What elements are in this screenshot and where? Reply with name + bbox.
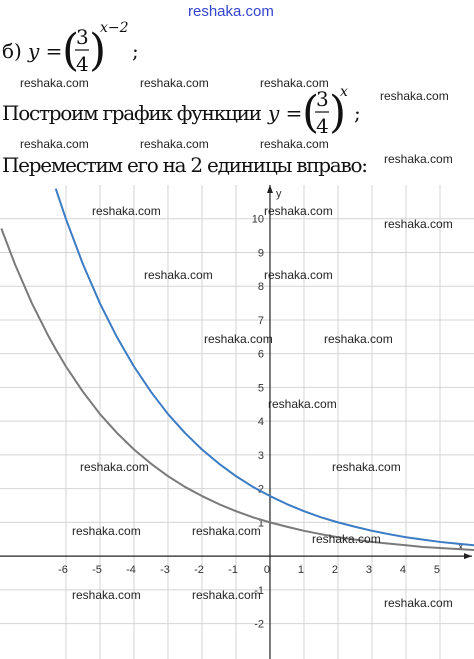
y-tick-label: 8 xyxy=(258,281,264,293)
paren: ) xyxy=(329,87,346,138)
paren: ( xyxy=(302,87,319,138)
y-axis-label: y xyxy=(276,188,282,200)
y-tick-label: 5 xyxy=(258,382,264,394)
numerator: 3 xyxy=(76,25,89,49)
item-label: б) xyxy=(2,39,22,63)
y-tick-label: 7 xyxy=(258,315,264,327)
curve xyxy=(0,228,474,552)
lhs: y = xyxy=(267,101,302,125)
x-tick-label: 1 xyxy=(298,564,304,576)
x-tick-label: 2 xyxy=(332,564,338,576)
watermark: reshaka.com xyxy=(312,532,381,546)
watermark: reshaka.com xyxy=(140,76,209,90)
x-tick-label: -4 xyxy=(126,564,136,576)
y-tick-label: 4 xyxy=(258,416,264,428)
watermark: reshaka.com xyxy=(92,204,161,218)
watermark: reshaka.com xyxy=(72,524,141,538)
watermark: reshaka.com xyxy=(20,137,89,151)
y-tick-label: -2 xyxy=(254,619,264,631)
y-tick-label: 9 xyxy=(258,247,264,259)
y-tick-label: 2 xyxy=(258,484,264,496)
watermarks: reshaka.com reshaka.com reshaka.com reshaka… xyxy=(20,76,453,610)
y-tick-label: -1 xyxy=(254,585,264,597)
sentence: Построим график функции xyxy=(2,101,262,125)
y-arrow xyxy=(266,185,273,193)
x-tick-label: 5 xyxy=(434,564,440,576)
y-tick-label: 3 xyxy=(258,450,264,462)
paren: ( xyxy=(62,25,79,76)
x-tick-label: 4 xyxy=(400,564,406,576)
watermark: reshaka.com xyxy=(384,596,453,610)
watermark: reshaka.com xyxy=(384,217,453,231)
line3: Переместим его на 2 единицы вправо: xyxy=(2,153,368,177)
watermark: reshaka.com xyxy=(260,137,329,151)
y-tick-label: 6 xyxy=(258,349,264,361)
x-tick-label: -2 xyxy=(194,564,204,576)
semicolon: ; xyxy=(354,101,361,125)
watermark: reshaka.com xyxy=(260,76,329,90)
x-tick-label: -1 xyxy=(228,564,238,576)
watermark: reshaka.com xyxy=(72,588,141,602)
watermark: reshaka.com xyxy=(380,89,449,103)
watermark: reshaka.com xyxy=(204,332,273,346)
watermark: reshaka.com xyxy=(268,397,337,411)
line2: Построим график функции y = ( 3 4 ) x ; xyxy=(2,84,361,138)
watermark: reshaka.com xyxy=(192,524,261,538)
x-tick-label: -5 xyxy=(92,564,102,576)
paren: ) xyxy=(89,25,106,76)
x-axis-label: x xyxy=(458,541,464,553)
watermark: reshaka.com xyxy=(80,460,149,474)
denominator: 4 xyxy=(316,114,329,138)
x-tick-label: -3 xyxy=(160,564,170,576)
watermark: reshaka.com xyxy=(264,204,333,218)
numerator: 3 xyxy=(316,87,329,111)
exponent: x xyxy=(340,84,348,100)
x-tick-label: 0 xyxy=(264,564,270,576)
x-arrow xyxy=(464,553,472,560)
line1: б) y = ( 3 4 ) x−2 ; xyxy=(2,20,139,76)
exponent: x−2 xyxy=(100,20,129,36)
y-tick-label: 1 xyxy=(258,517,264,529)
x-tick-label: 3 xyxy=(366,564,372,576)
denominator: 4 xyxy=(76,52,89,76)
x-tick-label: -6 xyxy=(58,564,68,576)
watermark: reshaka.com xyxy=(20,76,89,90)
watermark: reshaka.com xyxy=(264,268,333,282)
watermark: reshaka.com xyxy=(144,268,213,282)
lhs: y = xyxy=(27,39,62,63)
watermark: reshaka.com xyxy=(332,460,401,474)
semicolon: ; xyxy=(132,39,139,63)
watermark: reshaka.com xyxy=(192,588,261,602)
curve xyxy=(54,188,474,547)
site-link: reshaka.com xyxy=(188,3,274,20)
watermark: reshaka.com xyxy=(324,332,393,346)
watermark: reshaka.com xyxy=(140,137,209,151)
watermark: reshaka.com xyxy=(384,152,453,166)
y-tick-label: 10 xyxy=(252,214,264,226)
